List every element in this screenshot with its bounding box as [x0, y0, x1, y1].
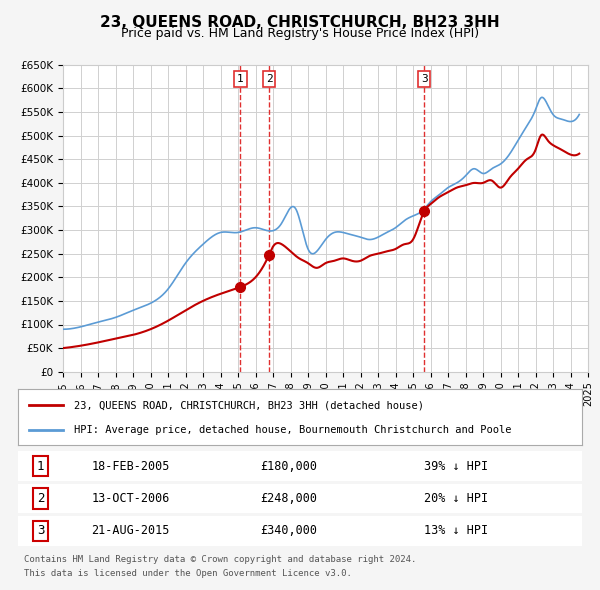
Text: 3: 3 — [421, 74, 428, 84]
Text: 1: 1 — [37, 460, 44, 473]
Text: 23, QUEENS ROAD, CHRISTCHURCH, BH23 3HH: 23, QUEENS ROAD, CHRISTCHURCH, BH23 3HH — [100, 15, 500, 30]
Text: 1: 1 — [237, 74, 244, 84]
Text: 2: 2 — [266, 74, 272, 84]
Text: 18-FEB-2005: 18-FEB-2005 — [92, 460, 170, 473]
Text: This data is licensed under the Open Government Licence v3.0.: This data is licensed under the Open Gov… — [24, 569, 352, 578]
Text: £340,000: £340,000 — [260, 525, 317, 537]
Text: 3: 3 — [37, 525, 44, 537]
Text: Contains HM Land Registry data © Crown copyright and database right 2024.: Contains HM Land Registry data © Crown c… — [24, 555, 416, 563]
Text: 20% ↓ HPI: 20% ↓ HPI — [424, 492, 488, 505]
Text: £248,000: £248,000 — [260, 492, 317, 505]
Text: 13-OCT-2006: 13-OCT-2006 — [92, 492, 170, 505]
Text: £180,000: £180,000 — [260, 460, 317, 473]
Text: 39% ↓ HPI: 39% ↓ HPI — [424, 460, 488, 473]
Text: 2: 2 — [37, 492, 44, 505]
Text: 21-AUG-2015: 21-AUG-2015 — [92, 525, 170, 537]
Text: 13% ↓ HPI: 13% ↓ HPI — [424, 525, 488, 537]
Text: HPI: Average price, detached house, Bournemouth Christchurch and Poole: HPI: Average price, detached house, Bour… — [74, 425, 512, 435]
Text: Price paid vs. HM Land Registry's House Price Index (HPI): Price paid vs. HM Land Registry's House … — [121, 27, 479, 40]
Text: 23, QUEENS ROAD, CHRISTCHURCH, BH23 3HH (detached house): 23, QUEENS ROAD, CHRISTCHURCH, BH23 3HH … — [74, 400, 424, 410]
